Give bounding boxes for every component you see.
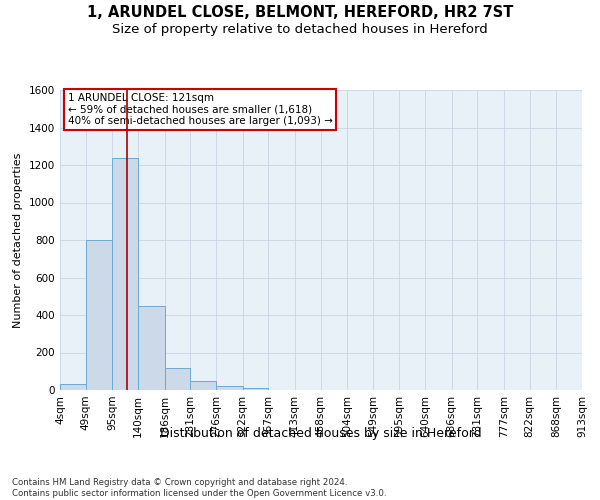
Bar xyxy=(60,384,86,390)
Text: Distribution of detached houses by size in Hereford: Distribution of detached houses by size … xyxy=(160,428,482,440)
Bar xyxy=(112,158,138,390)
Bar xyxy=(138,306,164,390)
Bar xyxy=(242,388,268,390)
Text: 1, ARUNDEL CLOSE, BELMONT, HEREFORD, HR2 7ST: 1, ARUNDEL CLOSE, BELMONT, HEREFORD, HR2… xyxy=(87,5,513,20)
Text: 1 ARUNDEL CLOSE: 121sqm
← 59% of detached houses are smaller (1,618)
40% of semi: 1 ARUNDEL CLOSE: 121sqm ← 59% of detache… xyxy=(68,93,333,126)
Bar xyxy=(164,368,190,390)
Bar xyxy=(216,386,242,390)
Text: Contains HM Land Registry data © Crown copyright and database right 2024.
Contai: Contains HM Land Registry data © Crown c… xyxy=(12,478,386,498)
Y-axis label: Number of detached properties: Number of detached properties xyxy=(13,152,23,328)
Text: Size of property relative to detached houses in Hereford: Size of property relative to detached ho… xyxy=(112,22,488,36)
Bar xyxy=(190,380,216,390)
Bar xyxy=(86,240,112,390)
